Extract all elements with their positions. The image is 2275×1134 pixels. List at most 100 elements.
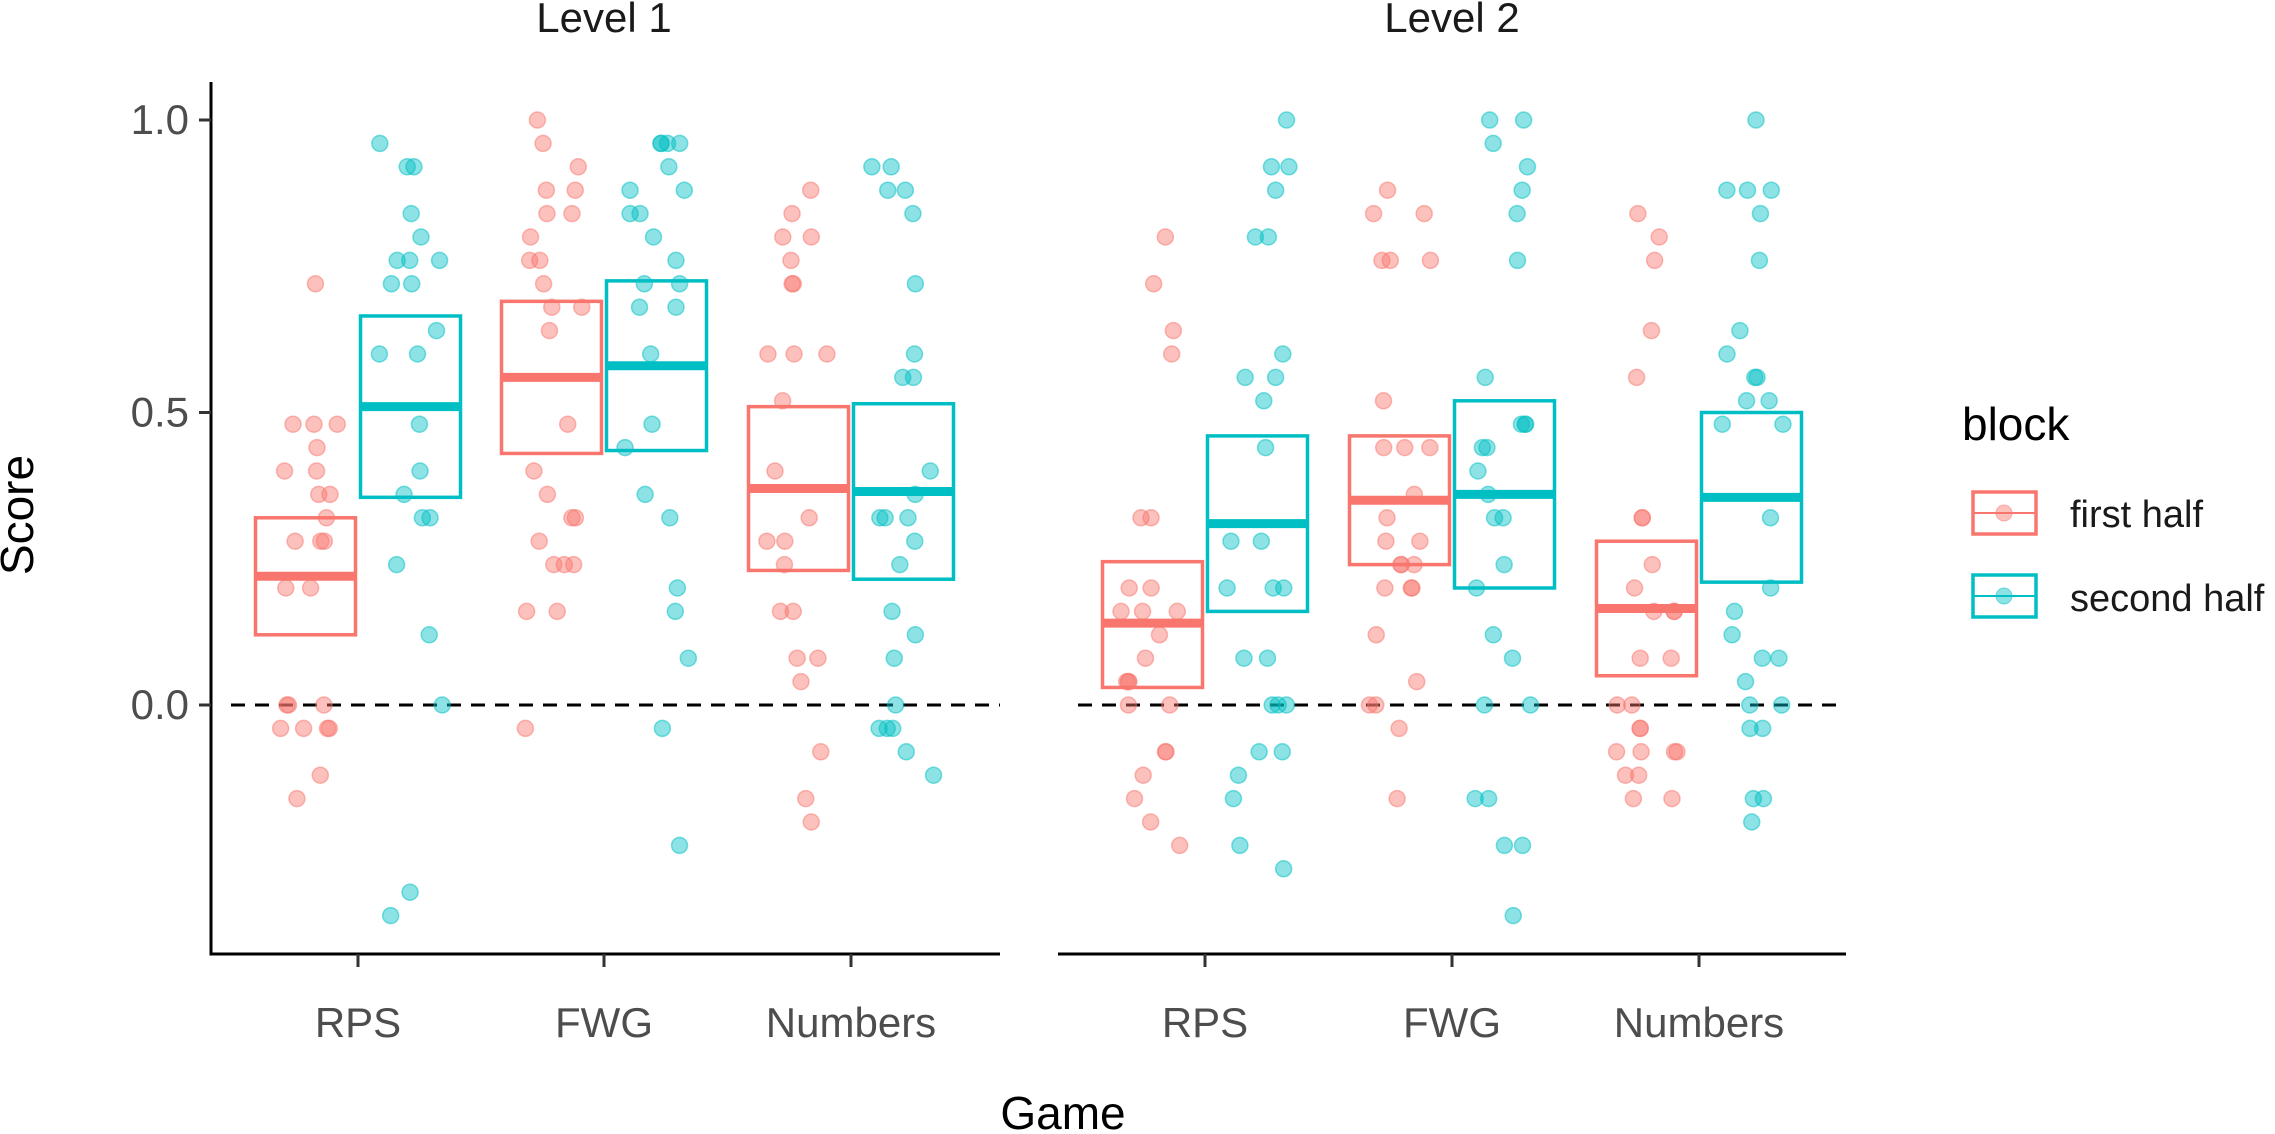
facet-panel-level-2: Level 2 RPS FWG Numbers: [1058, 0, 1846, 1046]
data-point: [1642, 321, 1661, 340]
data-point: [1629, 766, 1648, 784]
data-point: [1742, 813, 1761, 831]
data-point: [284, 415, 302, 433]
data-point: [1761, 579, 1780, 597]
data-point: [278, 696, 296, 714]
data-point: [644, 228, 663, 246]
data-point: [1229, 766, 1248, 784]
data-point: [1713, 415, 1732, 433]
data-point: [371, 134, 389, 153]
data-point: [1663, 789, 1681, 808]
data-point: [1761, 509, 1780, 527]
data-point: [801, 181, 820, 199]
data-point: [1252, 532, 1271, 550]
marks-level-2: [1100, 111, 1804, 925]
data-point: [1738, 181, 1757, 199]
data-point: [675, 181, 694, 199]
data-point: [1513, 181, 1531, 199]
data-point: [921, 462, 940, 480]
y-ticks: 0.0 0.5 1.0: [131, 96, 211, 728]
data-point: [412, 228, 430, 246]
data-point: [636, 485, 654, 504]
data-point: [759, 345, 777, 363]
data-point: [305, 415, 323, 433]
data-point: [318, 719, 337, 738]
data-point: [653, 719, 672, 738]
data-point: [652, 134, 670, 153]
data-point: [924, 766, 943, 784]
data-point: [904, 204, 922, 223]
data-point: [301, 579, 320, 597]
data-point: [1475, 696, 1494, 714]
x-axis-title: Game: [1000, 1087, 1125, 1134]
data-point: [775, 555, 794, 574]
data-point: [1731, 321, 1749, 340]
data-point: [800, 509, 818, 527]
data-point: [1402, 579, 1420, 597]
data-point: [277, 579, 295, 597]
data-point: [667, 251, 685, 270]
y-axis-title: Score: [0, 455, 43, 575]
data-point: [382, 275, 401, 293]
data-point: [883, 602, 901, 621]
data-point: [1503, 649, 1522, 667]
data-point: [1274, 860, 1293, 878]
data-point: [621, 181, 639, 199]
facet-label: Level 1: [536, 0, 671, 41]
data-point: [410, 415, 429, 433]
data-point: [1754, 789, 1773, 808]
data-point: [1367, 696, 1385, 714]
data-point: [1374, 438, 1393, 457]
data-point: [758, 532, 776, 550]
data-point: [802, 813, 821, 831]
data-point: [1367, 626, 1385, 644]
data-point: [1741, 696, 1759, 714]
data-point: [398, 158, 416, 176]
data-point: [766, 462, 784, 480]
data-point: [531, 251, 549, 270]
data-point: [1513, 836, 1532, 855]
data-point: [1378, 181, 1397, 199]
data-point: [885, 649, 904, 667]
data-point: [1170, 836, 1189, 855]
data-point: [635, 275, 654, 293]
data-point: [1741, 719, 1759, 738]
data-point: [1263, 696, 1281, 714]
data-point: [405, 158, 423, 176]
data-point: [1753, 719, 1772, 738]
legend-title: block: [1962, 398, 2070, 450]
data-point: [1495, 836, 1514, 855]
data-point: [315, 532, 334, 550]
data-point: [1421, 438, 1439, 457]
data-point: [1772, 696, 1791, 714]
data-point: [387, 555, 406, 574]
data-point: [871, 509, 889, 527]
legend: block first half second half: [1962, 398, 2265, 620]
data-point: [1751, 204, 1770, 223]
data-point: [534, 134, 552, 153]
data-point: [433, 696, 451, 714]
data-point: [1222, 532, 1240, 550]
data-point: [1631, 649, 1649, 667]
data-point: [670, 836, 689, 855]
data-point: [1119, 696, 1138, 714]
data-point: [1495, 555, 1513, 574]
data-point: [310, 485, 328, 504]
y-tick-label: 0.5: [131, 389, 189, 436]
data-point: [1360, 696, 1379, 714]
data-point: [1762, 181, 1781, 199]
data-point: [785, 345, 803, 363]
data-point: [1476, 368, 1494, 387]
data-point: [563, 204, 581, 223]
data-point: [525, 462, 543, 480]
data-point: [1161, 696, 1179, 714]
data-point: [1723, 626, 1741, 644]
data-point: [1141, 813, 1160, 831]
data-point: [1466, 789, 1484, 808]
data-point: [788, 649, 806, 667]
data-point: [1421, 251, 1440, 270]
data-point: [784, 602, 802, 621]
plot-panels: Level 1 RPS FWG Numbers 0.0 0.5 1.0 Leve…: [131, 0, 1846, 1046]
legend-label: first half: [2070, 494, 2203, 536]
data-point: [809, 649, 827, 667]
